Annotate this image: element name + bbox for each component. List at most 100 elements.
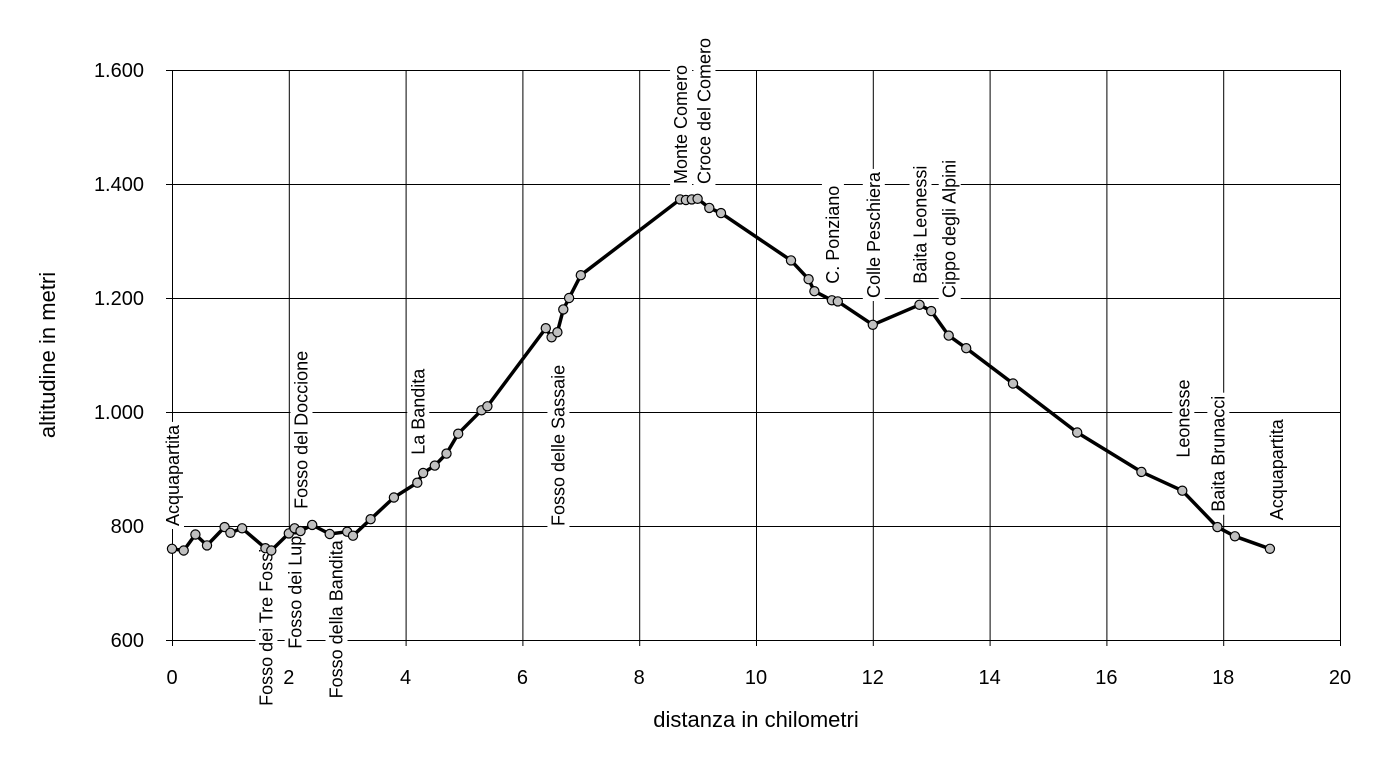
annotation-label-3: Fosso del Doccione xyxy=(291,351,311,509)
axis-layer: 600 800 1.000 1.200 1.400 1.600 0 2 4 6 8 10 12 14 16 1… xyxy=(94,60,1351,689)
annotation-bg-11 xyxy=(909,162,932,287)
annotation-15: Acquapartita xyxy=(1265,416,1288,524)
annotation-bg-7 xyxy=(670,61,693,187)
data-point-29 xyxy=(563,292,575,304)
data-point-38 xyxy=(803,274,814,285)
x-tick-label-5: 10 xyxy=(745,667,767,689)
data-point-47 xyxy=(1007,378,1019,389)
y-tick-label-5: 1.600 xyxy=(94,60,144,82)
y-tick-label-4: 1.400 xyxy=(94,174,144,196)
data-point-21 xyxy=(441,448,452,459)
data-point-3 xyxy=(201,540,213,551)
data-point-6 xyxy=(236,523,248,534)
annotation-7: Monte Comero xyxy=(670,61,693,187)
annotation-3: Fosso del Doccione xyxy=(290,347,313,512)
annotation-label-12: Cippo degli Alpini xyxy=(940,160,960,298)
data-point-1 xyxy=(178,545,189,556)
data-point-43 xyxy=(914,299,925,310)
data-point-39 xyxy=(809,286,820,297)
x-tick-label-1: 2 xyxy=(283,667,294,689)
annotation-label-8: Croce del Comero xyxy=(694,38,714,184)
annotation-label-6: Fosso delle Sassaie xyxy=(548,365,568,526)
annotation-13: Leonesse xyxy=(1172,376,1195,461)
data-point-0 xyxy=(166,543,178,555)
annotation-label-4: Fosso della Bandita xyxy=(327,539,347,698)
annotation-bg-1 xyxy=(255,545,278,709)
data-point-36 xyxy=(715,207,727,219)
annotation-label-1: Fosso dei Tre Fossi xyxy=(256,549,276,706)
annotation-layer: Acquapartita Fosso dei Tre Fossi Fosso dei… xyxy=(162,34,1288,709)
data-point-16 xyxy=(365,514,376,525)
x-tick-label-10: 20 xyxy=(1329,667,1351,689)
series-layer xyxy=(166,193,1276,556)
series-line-0 xyxy=(171,197,1271,553)
x-tick-label-8: 16 xyxy=(1095,667,1117,689)
data-point-28 xyxy=(558,304,569,315)
data-point-19 xyxy=(417,467,429,479)
data-point-35 xyxy=(704,202,715,214)
data-point-24 xyxy=(482,401,493,412)
data-point-52 xyxy=(1229,531,1241,542)
annotation-11: Baita Leonessi xyxy=(909,162,932,287)
annotation-10: Colle Peschiera xyxy=(862,168,885,301)
annotation-label-0: Acquapartita xyxy=(163,424,183,526)
data-point-51 xyxy=(1212,521,1223,533)
annotation-5: La Bandita xyxy=(407,365,430,458)
annotation-label-14: Baita Brunacci xyxy=(1208,396,1228,512)
annotation-bg-12 xyxy=(938,156,961,301)
annotation-bg-8 xyxy=(693,34,716,187)
data-point-20 xyxy=(429,460,440,471)
x-tick-label-4: 8 xyxy=(634,667,645,689)
annotation-label-7: Monte Comero xyxy=(671,65,691,184)
annotation-label-10: Colle Peschiera xyxy=(864,171,884,298)
annotation-bg-4 xyxy=(325,537,348,702)
annotation-label-9: C. Ponziano xyxy=(823,186,843,284)
data-point-2 xyxy=(190,529,201,540)
annotation-bg-9 xyxy=(821,182,844,287)
annotation-8: Croce del Comero xyxy=(693,34,716,187)
annotation-9: C. Ponziano xyxy=(821,182,844,287)
annotation-0: Acquapartita xyxy=(162,421,184,529)
annotation-14: Baita Brunacci xyxy=(1207,392,1230,515)
annotation-bg-15 xyxy=(1265,416,1288,524)
data-point-48 xyxy=(1071,427,1083,438)
annotation-bg-0 xyxy=(162,421,184,529)
annotation-label-13: Leonesse xyxy=(1173,380,1193,458)
data-point-44 xyxy=(926,305,937,317)
x-tick-label-9: 18 xyxy=(1212,667,1234,689)
data-point-13 xyxy=(324,528,335,540)
data-point-34 xyxy=(692,193,703,204)
y-axis-title: altitudine in metri xyxy=(35,272,60,438)
annotation-label-5: La Bandita xyxy=(408,368,428,455)
annotation-bg-5 xyxy=(407,365,430,458)
data-point-53 xyxy=(1264,543,1276,555)
data-point-27 xyxy=(552,327,563,338)
annotation-bg-6 xyxy=(547,361,570,529)
data-point-25 xyxy=(540,323,552,334)
annotation-12: Cippo degli Alpini xyxy=(938,156,961,301)
x-tick-label-3: 6 xyxy=(517,667,528,689)
annotation-bg-3 xyxy=(290,347,313,512)
y-tick-label-0: 600 xyxy=(111,630,144,652)
data-point-42 xyxy=(867,319,879,330)
data-point-46 xyxy=(961,343,972,354)
annotation-label-15: Acquapartita xyxy=(1267,418,1287,520)
annotation-6: Fosso delle Sassaie xyxy=(547,361,570,529)
data-point-50 xyxy=(1177,485,1188,496)
x-axis-title: distanza in chilometri xyxy=(653,707,858,732)
data-point-8 xyxy=(266,545,277,556)
data-point-22 xyxy=(453,428,464,439)
annotation-label-11: Baita Leonessi xyxy=(911,166,931,284)
data-point-30 xyxy=(575,270,587,281)
data-point-49 xyxy=(1136,466,1147,478)
data-point-11 xyxy=(295,525,306,537)
annotation-bg-14 xyxy=(1207,392,1230,515)
annotation-2: Fosso dei Lupi xyxy=(284,528,307,652)
data-point-18 xyxy=(412,477,423,488)
x-tick-label-6: 12 xyxy=(862,667,884,689)
annotation-bg-10 xyxy=(862,168,885,301)
data-point-15 xyxy=(347,530,359,541)
annotation-4: Fosso della Bandita xyxy=(325,537,348,702)
data-point-37 xyxy=(785,255,797,266)
